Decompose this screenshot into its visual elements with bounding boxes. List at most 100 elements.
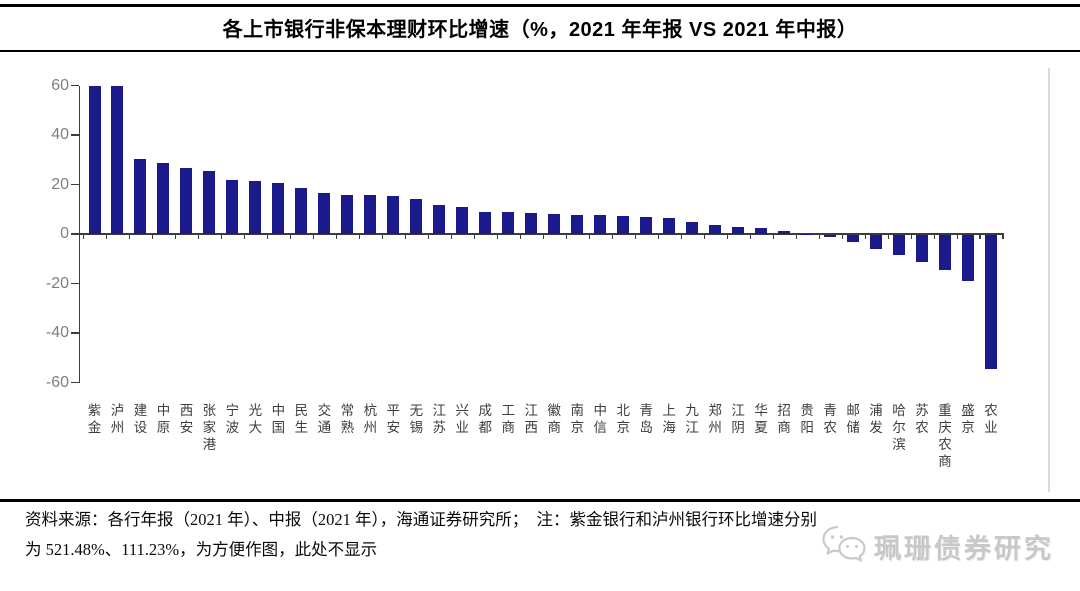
- x-axis-tick: [749, 234, 752, 239]
- x-axis-label-char: 徽: [547, 403, 561, 418]
- x-axis-label-char: 庆: [938, 420, 952, 435]
- x-axis-label: 张家港: [199, 402, 219, 453]
- x-axis-tick: [910, 234, 912, 239]
- x-axis-label-char: 商: [777, 420, 791, 435]
- chart-title: 各上市银行非保本理财环比增速（%，2021 年年报 VS 2021 年中报）: [222, 19, 858, 41]
- x-axis-label-char: 贵: [800, 403, 814, 418]
- x-axis-label-char: 平: [386, 403, 401, 418]
- x-axis-label: 成都: [475, 402, 495, 436]
- bar: [525, 212, 538, 234]
- x-axis-label-char: 业: [455, 420, 470, 435]
- y-axis-tick-label: 20: [51, 175, 69, 193]
- source-note-line1: 资料来源：各行年报（2021 年）、中报（2021 年），海通证券研究所； 注：…: [25, 510, 817, 529]
- x-axis-label-char: 安: [179, 420, 194, 435]
- x-axis-label-char: 上: [662, 403, 676, 418]
- x-axis-label-char: 商: [501, 420, 516, 435]
- x-axis-label-char: 农: [915, 420, 929, 435]
- bar: [180, 167, 193, 234]
- x-axis-label-char: 州: [363, 420, 378, 435]
- x-axis-tick: [381, 234, 384, 239]
- y-axis-tick-label: 0: [60, 225, 69, 242]
- bar: [318, 193, 331, 234]
- x-axis-label: 贵阳: [797, 402, 817, 436]
- x-axis-label-char: 夏: [754, 420, 768, 435]
- x-axis-tick: [1002, 234, 1004, 239]
- x-axis-label-char: 锡: [409, 420, 424, 435]
- x-axis-label-char: 安: [386, 420, 401, 435]
- title-underline-rule: [0, 50, 1080, 52]
- x-axis-label-char: 北: [616, 403, 630, 418]
- bar: [134, 159, 147, 234]
- x-axis-label-char: 通: [317, 420, 332, 435]
- x-axis-label-char: 滨: [892, 437, 906, 452]
- x-axis-label-char: 光: [248, 403, 263, 418]
- watermark: 珮珊债券研究: [820, 524, 1054, 568]
- x-axis-label: 工商: [498, 402, 518, 436]
- bar: [502, 212, 515, 234]
- x-axis-label: 招商: [774, 402, 794, 436]
- x-axis-label: 邮储: [843, 402, 863, 436]
- bar: [226, 180, 239, 234]
- x-axis-tick: [220, 234, 223, 239]
- x-axis-tick: [657, 234, 660, 239]
- x-axis-label: 上海: [659, 402, 679, 436]
- y-axis-tick: [71, 381, 79, 384]
- bar: [984, 235, 997, 369]
- bar: [755, 227, 768, 234]
- bar: [249, 181, 262, 234]
- bar: [893, 235, 906, 255]
- footer-rule: [0, 499, 1080, 502]
- x-axis-tick: [312, 234, 315, 239]
- x-axis-label-char: 江: [432, 403, 447, 418]
- x-axis-label: 中信: [590, 402, 610, 436]
- bar: [709, 225, 722, 234]
- y-axis-tick-label: 40: [51, 126, 69, 143]
- x-axis-label-char: 商: [938, 454, 952, 469]
- x-axis-label-char: 江: [524, 403, 539, 418]
- x-axis-label: 中国: [268, 402, 288, 436]
- x-axis-label: 兴业: [452, 402, 472, 436]
- y-axis-tick-label: 60: [51, 76, 69, 94]
- x-axis-tick: [358, 234, 361, 239]
- x-axis-label-char: 工: [501, 403, 516, 418]
- x-axis-label-char: 常: [340, 403, 355, 418]
- x-axis-tick: [680, 234, 683, 239]
- x-axis-tick: [818, 234, 820, 239]
- x-axis-label: 常熟: [337, 402, 357, 436]
- x-axis-tick: [289, 234, 292, 239]
- x-axis-label: 江阴: [728, 402, 748, 436]
- x-axis-label-char: 张: [202, 403, 217, 418]
- x-axis-label: 光大: [245, 402, 265, 436]
- x-axis-label-char: 无: [409, 403, 424, 418]
- x-axis-label: 重庆农商: [935, 402, 955, 470]
- watermark-text: 珮珊债券研究: [874, 533, 1054, 564]
- bar: [824, 235, 837, 238]
- x-axis-line: [78, 233, 1004, 235]
- bar: [157, 163, 170, 234]
- x-axis-label: 浦发: [866, 402, 886, 436]
- x-axis-label-char: 中: [271, 403, 286, 418]
- x-axis-label-char: 宁: [225, 403, 240, 418]
- x-axis-tick: [243, 234, 246, 239]
- x-axis-label-char: 邮: [846, 403, 860, 418]
- x-axis-label-char: 原: [156, 420, 171, 435]
- x-axis-label-char: 储: [846, 420, 860, 435]
- bar: [640, 216, 653, 234]
- source-note-line2: 为 521.48%、111.23%，为方便作图，此处不显示: [25, 540, 378, 559]
- x-axis-label: 九江: [682, 402, 702, 436]
- x-axis-label: 青岛: [636, 402, 656, 436]
- x-axis-label-char: 京: [961, 420, 975, 435]
- x-axis-label: 泸州: [107, 402, 127, 436]
- x-axis-tick: [266, 234, 269, 239]
- x-axis-label-char: 青: [823, 403, 837, 418]
- x-axis-label-char: 州: [708, 420, 722, 435]
- bar: [916, 235, 929, 263]
- bar: [870, 235, 883, 250]
- x-axis-label-char: 大: [248, 420, 263, 435]
- x-axis-label-char: 农: [938, 437, 952, 452]
- x-axis-label-char: 民: [294, 403, 309, 418]
- x-axis-label-char: 郑: [708, 403, 722, 418]
- x-axis-tick: [611, 234, 614, 239]
- x-axis-label-char: 江: [731, 403, 745, 418]
- y-axis-tick: [71, 332, 79, 334]
